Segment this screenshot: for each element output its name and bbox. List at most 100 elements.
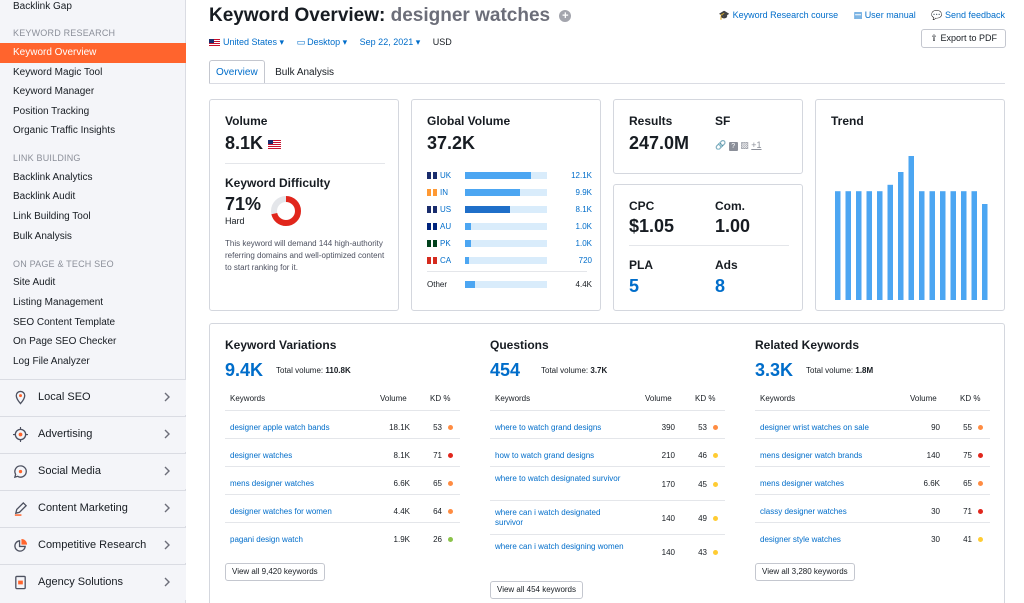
sidebar-group-content-marketing[interactable]: Content Marketing (0, 490, 186, 526)
col-header-kd[interactable]: KD % (960, 394, 981, 403)
keyword-link[interactable]: designer watches (230, 451, 293, 460)
trend-bar[interactable] (919, 191, 925, 300)
view-all-button[interactable]: View all 3,280 keywords (755, 563, 855, 581)
tab-bulk-analysis[interactable]: Bulk Analysis (275, 67, 335, 78)
trend-bar[interactable] (866, 191, 873, 300)
ads-value[interactable]: 8 (715, 276, 726, 296)
add-icon[interactable]: + (559, 9, 572, 22)
section-count[interactable]: 454 (490, 360, 521, 380)
keyword-link[interactable]: pagani design watch (230, 535, 303, 544)
sidebar-item-keyword-magic-tool[interactable]: Keyword Magic Tool (13, 67, 103, 78)
sidebar-item-backlink-audit[interactable]: Backlink Audit (13, 191, 76, 202)
country-bar-fill (465, 240, 472, 247)
sidebar-item-on-page-seo-checker[interactable]: On Page SEO Checker (13, 336, 117, 347)
sidebar-item-keyword-manager[interactable]: Keyword Manager (13, 86, 95, 97)
col-header-volume[interactable]: Volume (910, 394, 937, 403)
trend-bar[interactable] (845, 191, 852, 300)
link-icon[interactable]: 🔗 (715, 140, 727, 150)
country-select[interactable]: United States ▾ (209, 37, 284, 48)
section-title: Keyword Variations (225, 338, 337, 352)
sidebar-item-backlink-gap[interactable]: Backlink Gap (13, 1, 72, 12)
keyword-link[interactable]: mens designer watches (230, 479, 315, 488)
table-row: mens designer watch brands 140 75 (755, 438, 990, 466)
trend-bar[interactable] (908, 156, 915, 300)
trend-bar[interactable] (835, 191, 841, 300)
sidebar-item-link-building-tool[interactable]: Link Building Tool (13, 211, 91, 222)
sidebar-item-site-audit[interactable]: Site Audit (13, 277, 56, 288)
course-link[interactable]: 🎓 Keyword Research course (718, 10, 839, 20)
keyword-link[interactable]: how to watch grand designs (495, 451, 595, 460)
export-pdf-button[interactable]: ⇪ Export to PDF (921, 29, 1006, 48)
country-row[interactable]: CA 720 (427, 255, 592, 267)
keyword-volume: 140 (926, 451, 940, 460)
com-value: 1.00 (715, 216, 751, 236)
keyword-link[interactable]: mens designer watches (760, 479, 845, 488)
country-row[interactable]: US 8.1K (427, 204, 592, 216)
col-header-kd[interactable]: KD % (695, 394, 716, 403)
pla-label: PLA (629, 258, 653, 272)
sf-more[interactable]: +1 (751, 140, 762, 150)
trend-bar[interactable] (950, 191, 957, 300)
trend-bar[interactable] (929, 191, 936, 300)
trend-bar[interactable] (940, 191, 946, 300)
image-icon[interactable]: ▨ (740, 140, 749, 150)
sidebar-group-local-seo[interactable]: Local SEO (0, 379, 186, 415)
tab-overview[interactable]: Overview (209, 60, 265, 84)
faq-icon[interactable]: ? (728, 142, 738, 151)
keyword-link[interactable]: designer wrist watches on sale (760, 423, 869, 432)
keyword-kd: 53 (433, 423, 442, 432)
sidebar-group-agency-solutions[interactable]: Agency Solutions (0, 564, 186, 600)
section-count[interactable]: 9.4K (225, 360, 264, 380)
sidebar-item-log-file-analyzer[interactable]: Log File Analyzer (13, 356, 90, 367)
view-all-button[interactable]: View all 454 keywords (490, 581, 584, 599)
divider (629, 245, 789, 246)
feedback-link[interactable]: 💬 Send feedback (931, 10, 1005, 20)
trend-bar[interactable] (961, 191, 967, 300)
sidebar-group-social-media[interactable]: Social Media (0, 453, 186, 489)
keyword-link[interactable]: designer watches for women (230, 507, 332, 516)
device-select[interactable]: ▭ Desktop ▾ (296, 37, 348, 47)
keyword-link[interactable]: designer apple watch bands (230, 423, 330, 432)
trend-bar[interactable] (982, 204, 988, 300)
manual-link[interactable]: ▤ User manual (853, 10, 916, 20)
trend-bar[interactable] (898, 172, 904, 300)
sidebar-item-seo-content-template[interactable]: SEO Content Template (13, 317, 116, 328)
trend-bar[interactable] (877, 191, 883, 300)
sidebar-item-keyword-overview[interactable]: Keyword Overview (0, 43, 186, 63)
country-row[interactable]: UK 12.1K (427, 170, 592, 182)
keyword-link[interactable]: where can i watch designated survivor (495, 508, 601, 527)
col-header-keywords[interactable]: Keywords (760, 394, 796, 403)
country-bar-fill (465, 223, 472, 230)
sidebar-item-position-tracking[interactable]: Position Tracking (13, 106, 90, 117)
pla-value[interactable]: 5 (629, 276, 640, 296)
col-header-kd[interactable]: KD % (430, 394, 451, 403)
country-row[interactable]: PK 1.0K (427, 238, 592, 250)
sidebar-group-competitive-research[interactable]: Competitive Research (0, 527, 186, 563)
country-row[interactable]: AU 1.0K (427, 221, 592, 233)
keyword-link[interactable]: mens designer watch brands (760, 451, 863, 460)
col-header-keywords[interactable]: Keywords (230, 394, 266, 403)
sidebar-group-advertising[interactable]: Advertising (0, 416, 186, 452)
keyword-link[interactable]: where to watch grand designs (495, 423, 602, 432)
date-select[interactable]: Sep 22, 2021 ▾ (359, 37, 421, 47)
volume-label: Volume (225, 114, 268, 128)
keyword-kd: 65 (963, 479, 972, 488)
trend-bar[interactable] (887, 184, 894, 300)
kd-donut-fill (271, 196, 301, 226)
sidebar-item-bulk-analysis[interactable]: Bulk Analysis (13, 231, 72, 242)
trend-bar[interactable] (971, 191, 978, 300)
view-all-button[interactable]: View all 9,420 keywords (225, 563, 325, 581)
col-header-keywords[interactable]: Keywords (495, 394, 531, 403)
country-row[interactable]: IN 9.9K (427, 187, 592, 199)
sidebar-item-organic-traffic-insights[interactable]: Organic Traffic Insights (13, 125, 116, 136)
keyword-link[interactable]: where to watch designated survivor (495, 474, 621, 483)
sidebar-item-backlink-analytics[interactable]: Backlink Analytics (13, 172, 93, 183)
col-header-volume[interactable]: Volume (645, 394, 672, 403)
col-header-volume[interactable]: Volume (380, 394, 407, 403)
keyword-link[interactable]: designer style watches (760, 535, 841, 544)
keyword-link[interactable]: where can i watch designing women (495, 542, 624, 551)
sidebar-item-listing-management[interactable]: Listing Management (13, 297, 104, 308)
section-count[interactable]: 3.3K (755, 360, 794, 380)
trend-bar[interactable] (856, 191, 862, 300)
keyword-link[interactable]: classy designer watches (760, 507, 847, 516)
